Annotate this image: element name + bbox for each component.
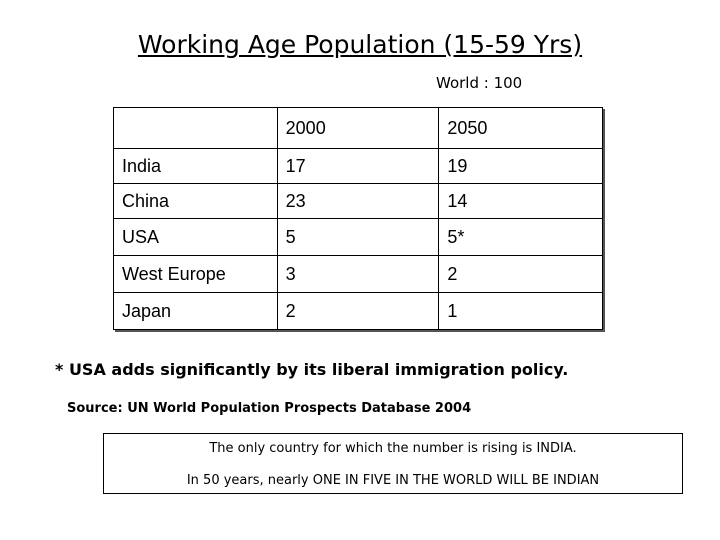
header-cell-2050: 2050 xyxy=(438,107,603,149)
header-cell-blank xyxy=(113,107,278,149)
value-2000-cell: 3 xyxy=(276,255,440,293)
header-cell-2000: 2000 xyxy=(276,107,440,149)
page-title: Working Age Population (15-59 Yrs) xyxy=(137,30,583,59)
country-cell: Japan xyxy=(113,292,278,330)
value-2050-cell: 14 xyxy=(438,183,603,219)
unit-note: World : 100 xyxy=(436,74,523,92)
conclusion-box: The only country for which the number is… xyxy=(103,433,683,494)
table-row: USA 5 5* xyxy=(113,218,603,256)
table-row: India 17 19 xyxy=(113,148,603,184)
value-2000-cell: 5 xyxy=(276,218,440,256)
country-cell: USA xyxy=(113,218,278,256)
table-row: China 23 14 xyxy=(113,183,603,219)
country-cell: India xyxy=(113,148,278,184)
value-2050-cell: 19 xyxy=(438,148,603,184)
value-2050-cell: 5* xyxy=(438,218,603,256)
conclusion-line-1: The only country for which the number is… xyxy=(209,441,577,456)
table-row: Japan 2 1 xyxy=(113,292,603,330)
value-2050-cell: 2 xyxy=(438,255,603,293)
country-cell: West Europe xyxy=(113,255,278,293)
value-2000-cell: 2 xyxy=(276,292,440,330)
conclusion-line-2: In 50 years, nearly ONE IN FIVE IN THE W… xyxy=(186,473,600,488)
value-2050-cell: 1 xyxy=(438,292,603,330)
value-2000-cell: 17 xyxy=(276,148,440,184)
table-row: West Europe 3 2 xyxy=(113,255,603,293)
table-header-row: 2000 2050 xyxy=(113,107,603,149)
country-cell: China xyxy=(113,183,278,219)
footnote: * USA adds significantly by its liberal … xyxy=(55,360,569,379)
value-2000-cell: 23 xyxy=(276,183,440,219)
source-note: Source: UN World Population Prospects Da… xyxy=(67,401,472,416)
population-table: 2000 2050 India 17 19 China 23 14 USA 5 … xyxy=(113,107,603,330)
